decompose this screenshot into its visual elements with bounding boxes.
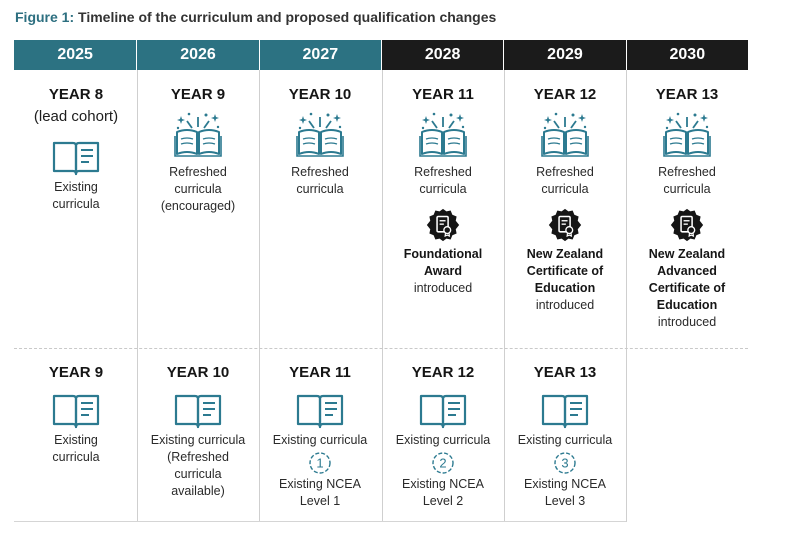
sparkle-book-icon <box>540 112 590 158</box>
cell-2025-row2: YEAR 9 Existing curricula <box>15 364 137 466</box>
ncea-level-text: Existing NCEA Level 3 <box>524 477 606 508</box>
year-level: YEAR 9 <box>170 86 226 103</box>
year-level: YEAR 13 <box>655 86 719 103</box>
figure-label: Figure 1: <box>15 9 75 25</box>
cell-2029-row2: YEAR 13 Existing curricula 3 Existing NC… <box>504 364 626 510</box>
year-level: YEAR 13 <box>533 364 597 381</box>
year-level: YEAR 8 <box>48 86 104 103</box>
curricula-text: Existing curricula <box>150 433 246 447</box>
curricula-text: Existing curricula <box>52 433 100 464</box>
cell-2026-row1: YEAR 9 Refreshed curricula (encouraged) <box>137 86 259 215</box>
curricula-text: Existing curricula <box>517 433 613 447</box>
cell-2028-row1: YEAR 11 Refreshed curricula Foundational… <box>382 86 504 297</box>
award-status: introduced <box>535 298 595 312</box>
year-level: YEAR 12 <box>533 86 597 103</box>
year-level: YEAR 11 <box>412 86 474 103</box>
cell-2029-row1: YEAR 12 Refreshed curricula New Zealand … <box>504 86 626 314</box>
figure-title: Figure 1: Timeline of the curriculum and… <box>15 9 496 25</box>
level-number-icon: 3 <box>554 452 576 474</box>
column-divider <box>504 70 505 522</box>
cell-2026-row2: YEAR 10 Existing curricula (Refreshed cu… <box>137 364 259 500</box>
year-2029: 2029 <box>503 40 626 70</box>
certificate-badge-icon <box>670 208 704 242</box>
year-level: YEAR 11 <box>289 364 351 381</box>
row-divider <box>14 348 748 349</box>
award-name: New Zealand Certificate of Education <box>526 247 604 295</box>
curricula-text: Refreshed curricula <box>414 165 472 196</box>
lead-cohort-label: (lead cohort) <box>33 108 119 125</box>
certificate-badge-icon <box>548 208 582 242</box>
book-icon <box>51 390 101 430</box>
year-level: YEAR 10 <box>288 86 352 103</box>
year-2027: 2027 <box>258 40 381 70</box>
cell-2027-row1: YEAR 10 Refreshed curricula <box>259 86 381 198</box>
level-number-icon: 2 <box>432 452 454 474</box>
cell-2028-row2: YEAR 12 Existing curricula 2 Existing NC… <box>382 364 504 510</box>
curricula-text: Existing curricula <box>395 433 491 447</box>
year-2025: 2025 <box>14 40 137 70</box>
award-name: New Zealand Advanced Certificate of Educ… <box>648 247 726 312</box>
curricula-text: Refreshed curricula (encouraged) <box>160 165 236 213</box>
sparkle-book-icon <box>295 112 345 158</box>
book-icon <box>295 390 345 430</box>
column-divider <box>382 70 383 522</box>
book-icon <box>540 390 590 430</box>
sparkle-book-icon <box>173 112 223 158</box>
year-level: YEAR 12 <box>411 364 475 381</box>
ncea-level-number: 1 <box>316 456 323 471</box>
cell-2030-row1: YEAR 13 Refreshed curricula New Zealand … <box>626 86 748 331</box>
book-icon <box>173 390 223 430</box>
curricula-text: Refreshed curricula <box>658 165 716 196</box>
sparkle-book-icon <box>662 112 712 158</box>
column-divider <box>137 70 138 522</box>
curricula-text: Existing curricula <box>52 180 100 211</box>
award-status: introduced <box>657 315 717 329</box>
sparkle-book-icon <box>418 112 468 158</box>
ncea-level-text: Existing NCEA Level 1 <box>279 477 361 508</box>
column-divider <box>259 70 260 522</box>
book-icon <box>51 137 101 177</box>
award-status: introduced <box>413 281 473 295</box>
year-2028: 2028 <box>380 40 504 70</box>
award-name: Foundational Award <box>403 247 483 278</box>
year-2026: 2026 <box>136 40 259 70</box>
level-number-icon: 1 <box>309 452 331 474</box>
cell-2025-row1: YEAR 8 (lead cohort) Existing curricula <box>15 86 137 213</box>
curricula-text: Refreshed curricula <box>536 165 594 196</box>
ncea-level-number: 3 <box>561 456 568 471</box>
curricula-text: Refreshed curricula <box>291 165 349 196</box>
ncea-level-number: 2 <box>439 456 446 471</box>
book-icon <box>418 390 468 430</box>
ncea-level-text: Existing NCEA Level 2 <box>402 477 484 508</box>
year-2030: 2030 <box>625 40 748 70</box>
refreshed-note: (Refreshed curricula available) <box>167 450 229 498</box>
cell-2027-row2: YEAR 11 Existing curricula 1 Existing NC… <box>259 364 381 510</box>
figure-caption: Timeline of the curriculum and proposed … <box>78 9 497 25</box>
certificate-badge-icon <box>426 208 460 242</box>
bottom-rule <box>14 521 626 522</box>
year-level: YEAR 9 <box>48 364 104 381</box>
curricula-text: Existing curricula <box>272 433 368 447</box>
year-header: 2025 2026 2027 2028 2029 2030 <box>14 40 748 70</box>
column-divider <box>626 70 627 522</box>
year-level: YEAR 10 <box>166 364 230 381</box>
